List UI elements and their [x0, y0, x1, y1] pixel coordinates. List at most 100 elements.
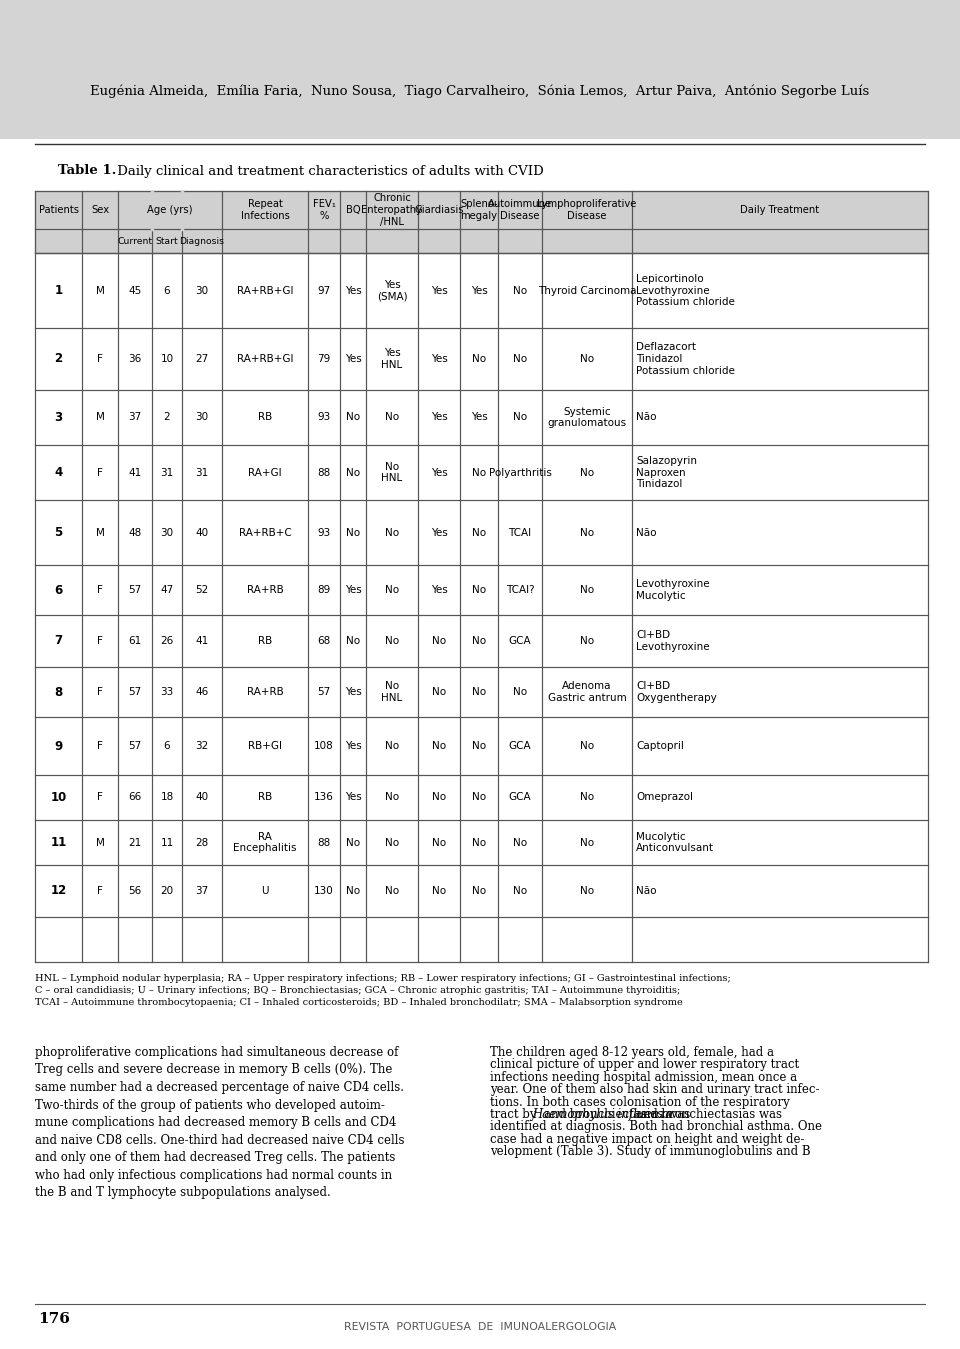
Text: 12: 12	[50, 885, 66, 897]
Text: 89: 89	[318, 585, 330, 595]
Text: 176: 176	[38, 1313, 70, 1326]
Text: Deflazacort
Tinidazol
Potassium chloride: Deflazacort Tinidazol Potassium chloride	[636, 343, 734, 375]
Text: No: No	[580, 635, 594, 646]
Text: No: No	[346, 838, 360, 847]
Text: Yes: Yes	[431, 585, 447, 595]
Text: RA+RB+GI: RA+RB+GI	[237, 353, 293, 364]
Text: 45: 45	[129, 286, 142, 295]
Text: 7: 7	[55, 634, 62, 648]
Text: 47: 47	[160, 585, 174, 595]
Text: 33: 33	[160, 687, 174, 697]
Text: 5: 5	[55, 526, 62, 540]
Text: 6: 6	[164, 286, 170, 295]
Text: No: No	[513, 838, 527, 847]
Text: 48: 48	[129, 527, 142, 537]
Text: No
HNL: No HNL	[381, 461, 402, 483]
Text: RA+RB+GI: RA+RB+GI	[237, 286, 293, 295]
Text: 2: 2	[164, 413, 170, 422]
Text: No: No	[472, 886, 486, 896]
Text: clinical picture of upper and lower respiratory tract: clinical picture of upper and lower resp…	[490, 1059, 799, 1071]
Text: velopment (Table 3). Study of immunoglobulins and B: velopment (Table 3). Study of immunoglob…	[490, 1145, 810, 1159]
Text: Sex: Sex	[91, 205, 109, 214]
Text: 57: 57	[129, 687, 142, 697]
Text: No: No	[472, 635, 486, 646]
Text: 108: 108	[314, 741, 334, 751]
Text: No: No	[346, 635, 360, 646]
Text: RA
Encephalitis: RA Encephalitis	[233, 832, 297, 854]
Text: 37: 37	[196, 886, 208, 896]
Text: F: F	[97, 886, 103, 896]
Text: Yes: Yes	[345, 792, 361, 803]
Text: No: No	[472, 792, 486, 803]
Text: No: No	[472, 687, 486, 697]
Text: 30: 30	[196, 413, 208, 422]
Text: No: No	[513, 413, 527, 422]
Text: No: No	[346, 413, 360, 422]
Text: F: F	[97, 792, 103, 803]
Text: F: F	[97, 468, 103, 478]
Text: 57: 57	[129, 741, 142, 751]
Text: Salazopyrin
Naproxen
Tinidazol: Salazopyrin Naproxen Tinidazol	[636, 456, 697, 490]
Text: 46: 46	[196, 687, 208, 697]
Text: No: No	[432, 792, 446, 803]
Text: Patients: Patients	[38, 205, 79, 214]
Text: Yes: Yes	[431, 353, 447, 364]
Text: No: No	[513, 286, 527, 295]
Text: RB+GI: RB+GI	[248, 741, 282, 751]
Text: 68: 68	[318, 635, 330, 646]
Text: 6: 6	[55, 584, 62, 596]
Text: 57: 57	[318, 687, 330, 697]
Text: 79: 79	[318, 353, 330, 364]
Text: Haemophylus influenza: Haemophylus influenza	[533, 1108, 673, 1121]
Text: 36: 36	[129, 353, 142, 364]
Text: No: No	[385, 527, 399, 537]
Text: 8: 8	[55, 685, 62, 699]
Text: F: F	[97, 687, 103, 697]
Text: 21: 21	[129, 838, 142, 847]
Text: CI+BD
Levothyroxine: CI+BD Levothyroxine	[636, 630, 709, 652]
Text: 4: 4	[55, 465, 62, 479]
Text: F: F	[97, 353, 103, 364]
Text: 136: 136	[314, 792, 334, 803]
Text: 11: 11	[160, 838, 174, 847]
Text: No: No	[385, 741, 399, 751]
Text: Eugénia Almeida,  Emília Faria,  Nuno Sousa,  Tiago Carvalheiro,  Sónia Lemos,  : Eugénia Almeida, Emília Faria, Nuno Sous…	[90, 84, 870, 97]
Text: No: No	[385, 886, 399, 896]
Text: No: No	[580, 353, 594, 364]
Text: F: F	[97, 635, 103, 646]
Text: No: No	[580, 468, 594, 478]
FancyBboxPatch shape	[0, 139, 960, 1349]
Text: No: No	[432, 741, 446, 751]
Text: GCA: GCA	[509, 635, 531, 646]
Text: No: No	[432, 687, 446, 697]
Text: F: F	[97, 585, 103, 595]
Text: RB: RB	[258, 413, 272, 422]
Text: Levothyroxine
Mucolytic: Levothyroxine Mucolytic	[636, 579, 709, 600]
Text: No: No	[432, 635, 446, 646]
Text: tract by  and bronchiectasias was: tract by and bronchiectasias was	[490, 1108, 690, 1121]
Text: No: No	[432, 838, 446, 847]
Text: Chronic
Enteropathy
/HNL: Chronic Enteropathy /HNL	[362, 193, 422, 227]
Text: No: No	[513, 353, 527, 364]
Text: phoproliferative complications had simultaneous decrease of
Treg cells and sever: phoproliferative complications had simul…	[35, 1045, 404, 1199]
Text: Yes
(SMA): Yes (SMA)	[376, 279, 407, 301]
Text: Mucolytic
Anticonvulsant: Mucolytic Anticonvulsant	[636, 832, 714, 854]
Text: The children aged 8-12 years old, female, had a: The children aged 8-12 years old, female…	[490, 1045, 774, 1059]
Text: No: No	[472, 527, 486, 537]
Text: Thyroid Carcinoma: Thyroid Carcinoma	[538, 286, 636, 295]
Text: Age (yrs): Age (yrs)	[147, 205, 193, 214]
Text: identified at diagnosis. Both had bronchial asthma. One: identified at diagnosis. Both had bronch…	[490, 1121, 822, 1133]
Text: 6: 6	[164, 741, 170, 751]
Text: M: M	[96, 286, 105, 295]
Text: 40: 40	[196, 527, 208, 537]
Text: Lymphoproliferative
Disease: Lymphoproliferative Disease	[538, 200, 636, 221]
Text: Yes: Yes	[345, 286, 361, 295]
Text: 32: 32	[196, 741, 208, 751]
Text: Yes: Yes	[470, 413, 488, 422]
Text: No: No	[513, 687, 527, 697]
Text: Table 1.: Table 1.	[58, 165, 116, 178]
Text: Autoimmune
Disease: Autoimmune Disease	[488, 200, 552, 221]
Text: 93: 93	[318, 413, 330, 422]
Text: TCAI?: TCAI?	[506, 585, 535, 595]
Text: Não: Não	[636, 886, 657, 896]
